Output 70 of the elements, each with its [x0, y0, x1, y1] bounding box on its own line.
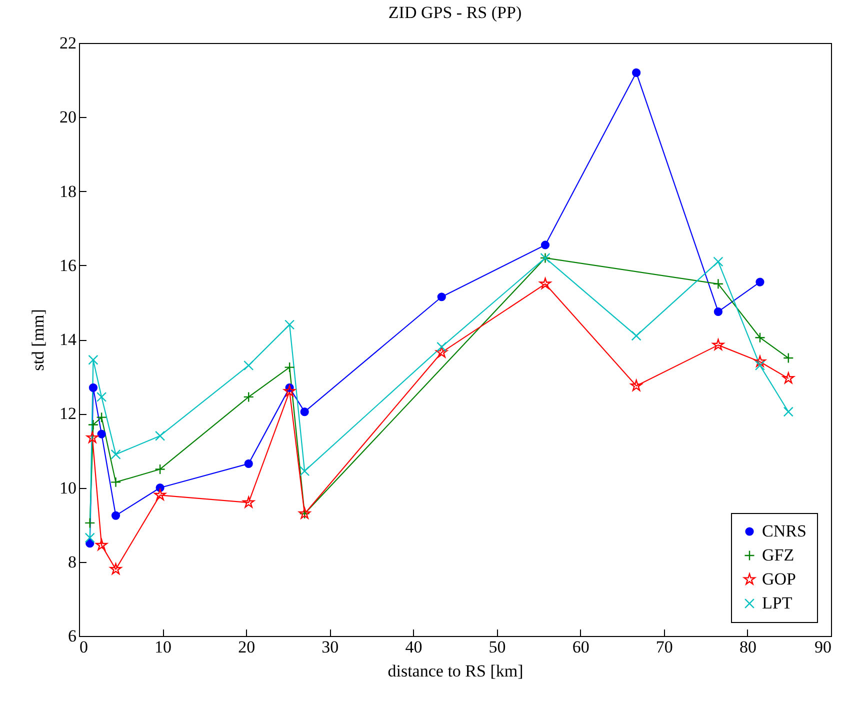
point	[96, 412, 107, 423]
point	[242, 496, 255, 508]
x-tick-label: 20	[238, 638, 256, 656]
point	[155, 430, 166, 441]
point	[630, 380, 642, 391]
y-tick-label: 16	[60, 256, 76, 275]
point	[154, 488, 166, 500]
y-tick-label: 10	[60, 478, 76, 498]
point	[437, 292, 446, 302]
point	[782, 372, 794, 384]
point	[88, 354, 98, 365]
point	[754, 356, 766, 367]
y-tick-label: 18	[60, 182, 76, 201]
point	[714, 307, 723, 316]
y-tick-label: 20	[60, 108, 76, 127]
point	[110, 476, 122, 488]
x-tick-label: 30	[322, 638, 339, 656]
point	[712, 338, 724, 350]
y-tick-label: 12	[60, 404, 76, 424]
point	[284, 320, 295, 330]
point	[713, 256, 724, 267]
x-tick-label: 50	[488, 638, 506, 656]
point	[96, 392, 107, 402]
point	[284, 385, 296, 397]
point	[243, 392, 254, 402]
y-tick-label: 22	[60, 34, 76, 52]
point	[631, 330, 642, 341]
point	[96, 539, 108, 550]
point	[86, 539, 94, 548]
legend-label: GFZ	[762, 546, 794, 564]
point	[84, 532, 95, 543]
point	[84, 518, 96, 528]
y-tick-label: 6	[68, 626, 76, 646]
x-axis-title: distance to RS [km]	[388, 662, 524, 680]
point	[436, 346, 448, 358]
point	[110, 563, 122, 574]
y-axis-title: std [mm]	[28, 309, 48, 371]
legend-label: GOP	[762, 570, 796, 588]
point	[540, 240, 550, 250]
y-tick-label: 14	[60, 330, 77, 349]
point	[244, 459, 253, 468]
point	[300, 407, 309, 416]
chart-title: ZID GPS - RS (PP)	[388, 3, 522, 22]
point	[783, 406, 794, 417]
point	[712, 278, 724, 290]
point	[111, 511, 120, 520]
point	[88, 419, 99, 430]
x-tick-label: 40	[405, 638, 422, 656]
legend-label: CNRS	[762, 522, 806, 540]
point	[783, 352, 794, 364]
point	[632, 68, 641, 77]
y-tick-label: 8	[68, 552, 76, 572]
point	[244, 360, 254, 370]
point	[756, 278, 764, 286]
x-tick-label: 90	[814, 638, 832, 656]
point	[86, 432, 98, 443]
x-tick-label: 60	[572, 638, 590, 656]
point	[300, 466, 310, 476]
x-tick-label: 70	[656, 638, 673, 656]
point	[110, 449, 121, 460]
point	[88, 383, 98, 392]
point	[284, 362, 295, 373]
point	[97, 430, 106, 438]
x-tick-label: 10	[154, 638, 172, 656]
legend-label: LPT	[762, 594, 793, 612]
point	[754, 332, 766, 343]
point	[539, 278, 552, 290]
point	[154, 464, 166, 475]
x-tick-label: 0	[80, 638, 88, 656]
x-tick-label: 80	[739, 638, 756, 656]
